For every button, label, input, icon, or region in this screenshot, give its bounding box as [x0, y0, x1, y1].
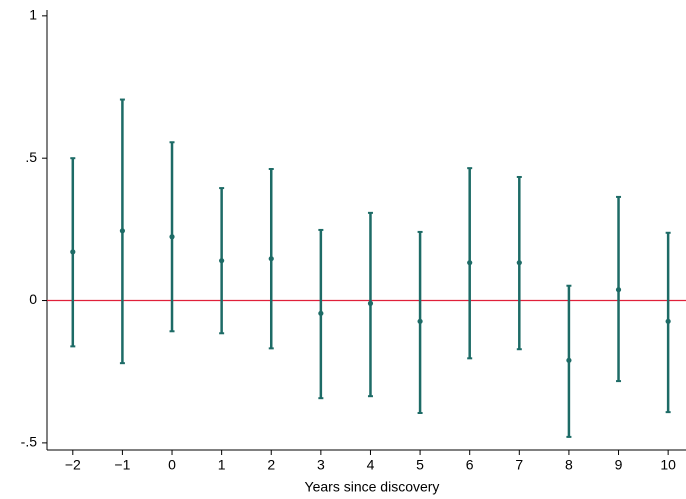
point — [169, 234, 175, 240]
point — [516, 260, 522, 266]
x-tick-label: 4 — [367, 457, 375, 473]
x-tick-label: 5 — [416, 457, 424, 473]
point — [119, 228, 126, 234]
y-tick-label: 0 — [29, 291, 37, 307]
x-tick-label: 3 — [317, 457, 325, 473]
x-tick-label: 9 — [615, 457, 623, 473]
x-tick-label: −2 — [65, 457, 81, 473]
x-tick-label: 2 — [267, 457, 275, 473]
x-tick-label: 0 — [168, 457, 176, 473]
y-tick-label: -.5 — [21, 434, 38, 450]
point — [70, 249, 76, 255]
point — [615, 287, 622, 293]
x-tick-label: 8 — [565, 457, 573, 473]
y-tick-label: 1 — [29, 7, 37, 23]
x-tick-label: 7 — [515, 457, 523, 473]
point — [665, 318, 671, 324]
x-tick-label: −1 — [114, 457, 130, 473]
point — [219, 258, 225, 264]
point — [318, 310, 324, 316]
point — [566, 357, 572, 363]
point — [268, 256, 274, 262]
x-tick-label: 10 — [660, 457, 676, 473]
x-tick-label: 1 — [218, 457, 226, 473]
x-tick-label: 6 — [466, 457, 474, 473]
x-axis-title: Years since discovery — [305, 479, 440, 495]
point — [467, 260, 473, 266]
point — [417, 318, 423, 324]
y-tick-label: .5 — [25, 149, 37, 165]
point — [367, 300, 374, 306]
